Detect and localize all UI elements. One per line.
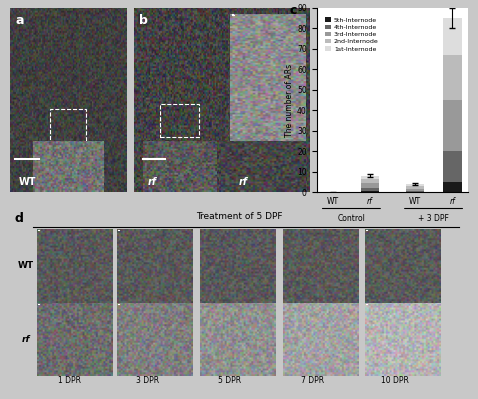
Bar bbox=[443, 182, 462, 192]
Text: WT: WT bbox=[19, 177, 36, 187]
Text: d: d bbox=[14, 212, 23, 225]
Text: 10 DPR: 10 DPR bbox=[381, 377, 409, 385]
Bar bbox=[443, 151, 462, 182]
Text: a: a bbox=[15, 14, 24, 26]
Text: c: c bbox=[289, 4, 296, 17]
Bar bbox=[443, 18, 462, 55]
Bar bbox=[443, 55, 462, 100]
Legend: 5th-Internode, 4th-Internode, 3rd-Internode, 2nd-Internode, 1st-Internode: 5th-Internode, 4th-Internode, 3rd-Intern… bbox=[323, 15, 381, 54]
Text: Control: Control bbox=[337, 214, 365, 223]
Text: WT: WT bbox=[18, 261, 33, 270]
Text: b: b bbox=[139, 14, 148, 26]
Text: 3 DPR: 3 DPR bbox=[136, 377, 159, 385]
Text: 1 DPR: 1 DPR bbox=[58, 377, 81, 385]
Text: Treatment of 5 DPF: Treatment of 5 DPF bbox=[196, 212, 282, 221]
Bar bbox=[405, 184, 424, 186]
Bar bbox=[361, 191, 380, 192]
Bar bbox=[361, 188, 380, 191]
Text: rf: rf bbox=[239, 177, 248, 187]
Bar bbox=[405, 189, 424, 191]
Text: 7 DPR: 7 DPR bbox=[301, 377, 324, 385]
Bar bbox=[361, 176, 380, 179]
Bar bbox=[361, 179, 380, 183]
Bar bbox=[443, 100, 462, 151]
Text: 5 DPR: 5 DPR bbox=[218, 377, 241, 385]
Bar bbox=[405, 186, 424, 189]
Bar bbox=[361, 183, 380, 188]
Text: rf: rf bbox=[148, 177, 157, 187]
Text: rf: rf bbox=[22, 335, 30, 344]
Y-axis label: The number of ARs: The number of ARs bbox=[285, 63, 294, 136]
Bar bbox=[405, 191, 424, 192]
Text: + 3 DPF: + 3 DPF bbox=[418, 214, 449, 223]
